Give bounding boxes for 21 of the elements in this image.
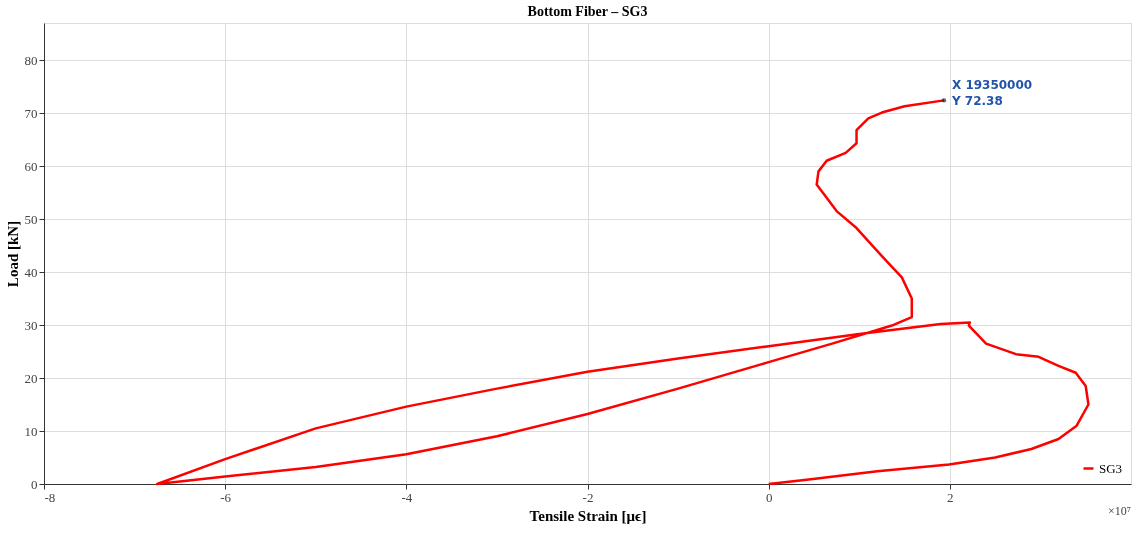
y-tick-label: 20 <box>24 370 38 386</box>
x-tick-label: 0 <box>765 489 773 505</box>
y-tick-label: 80 <box>24 52 38 68</box>
y-tick-label: 70 <box>24 105 38 121</box>
y-tick-label: 50 <box>24 211 38 227</box>
x-tick-label: -6 <box>220 489 232 505</box>
legend-label: SG3 <box>1099 460 1123 476</box>
y-tick-label: 10 <box>24 423 38 439</box>
y-axis-title: Load [kN] <box>4 220 21 288</box>
y-tick-label: 30 <box>24 317 38 333</box>
chart-title: Bottom Fiber – SG3 <box>527 4 648 19</box>
x-axis-title: Tensile Strain [μϵ] <box>529 507 647 524</box>
text: ×10⁷ <box>1108 504 1131 518</box>
y-tick-label: 60 <box>24 158 38 174</box>
x-tick-label: -2 <box>582 489 594 505</box>
y-tick-label: 0 <box>31 476 38 492</box>
x-tick-label: -4 <box>401 489 413 505</box>
x-tick-label: 2 <box>947 489 954 505</box>
x-tick-label: -8 <box>44 489 56 505</box>
y-tick-label: 40 <box>24 264 38 280</box>
annotation: X 19350000 Y 72.38 <box>950 78 1033 109</box>
